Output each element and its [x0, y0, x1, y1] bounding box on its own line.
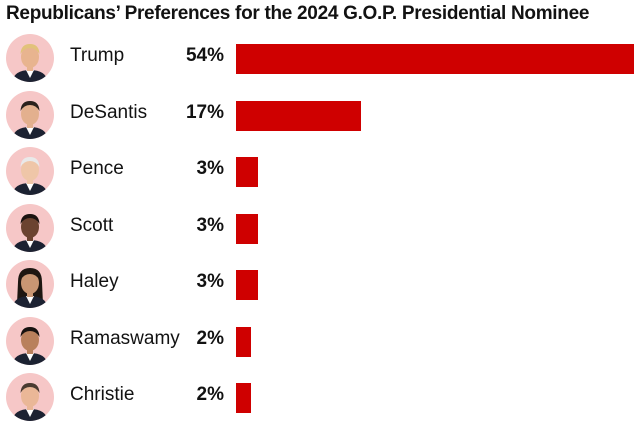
data-label: 3% — [196, 214, 224, 236]
bar — [236, 270, 259, 300]
chart-row: Haley 3% — [0, 257, 640, 309]
chart-row: Pence 3% — [0, 144, 640, 196]
bar — [236, 157, 259, 187]
data-label: 3% — [196, 158, 224, 179]
ramaswamy-portrait — [6, 316, 54, 365]
christie-portrait — [6, 373, 54, 421]
category-label: Christie — [70, 384, 135, 405]
bar — [236, 213, 259, 244]
data-label: 54% — [185, 45, 224, 66]
chart-row: Scott 3% — [0, 201, 640, 253]
bar — [236, 326, 251, 357]
trump-portrait — [6, 34, 54, 82]
category-label: Haley — [70, 271, 119, 292]
scott-portrait — [6, 203, 54, 252]
category-label: Trump — [70, 45, 125, 66]
category-label: Pence — [70, 158, 124, 179]
pence-portrait — [6, 147, 54, 195]
chart-row: Ramaswamy 2% — [0, 314, 640, 366]
category-label: Scott — [70, 214, 114, 236]
category-label: Ramaswamy — [70, 327, 180, 349]
bar — [236, 100, 362, 131]
data-label: 3% — [196, 271, 224, 292]
desantis-portrait — [6, 90, 54, 139]
chart-row: Trump 54% — [0, 31, 640, 83]
chart-title: Republicans’ Preferences for the 2024 G.… — [6, 3, 590, 24]
chart-row: DeSantis 17% — [0, 88, 640, 140]
chart-row: Christie 2% — [0, 370, 640, 422]
data-label: 2% — [196, 327, 224, 349]
haley-portrait — [6, 260, 54, 308]
bar — [236, 44, 634, 74]
data-label: 17% — [185, 101, 224, 123]
data-label: 2% — [196, 384, 224, 405]
bar — [236, 383, 251, 413]
category-label: DeSantis — [70, 101, 148, 123]
